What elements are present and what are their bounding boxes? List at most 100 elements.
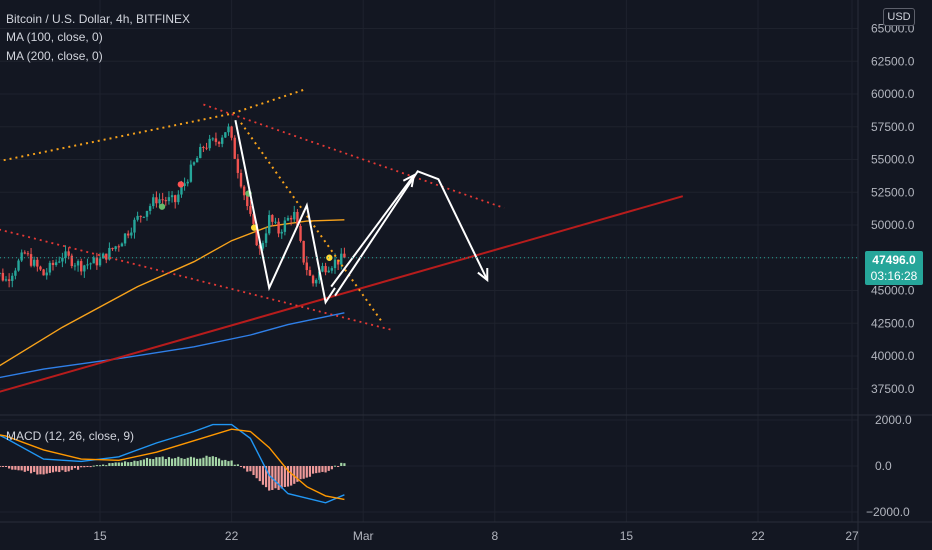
macd-axis-label: 2000.0	[875, 413, 912, 427]
candle	[343, 247, 346, 258]
time-axis-label: 8	[491, 529, 498, 543]
candle-body	[111, 247, 114, 250]
macd-histogram-bar	[36, 466, 39, 475]
candle-body	[142, 216, 146, 218]
macd-histogram-bar	[343, 463, 346, 466]
candle-body	[208, 138, 211, 149]
macd-histogram-bar	[321, 466, 324, 472]
candle	[277, 218, 280, 238]
candle	[324, 262, 327, 276]
macd-histogram-bar	[214, 457, 218, 466]
candle-body	[239, 172, 243, 187]
candle	[170, 191, 174, 203]
macd-histogram-bar	[98, 465, 102, 467]
candle-body	[174, 195, 177, 203]
macd-histogram-bar	[89, 466, 92, 468]
candle	[327, 266, 330, 273]
macd-histogram-bar	[337, 466, 340, 467]
macd-histogram-bar	[252, 466, 255, 476]
symbol-legend[interactable]: Bitcoin / U.S. Dollar, 4h, BITFINEX	[6, 12, 191, 26]
macd-histogram-bar	[111, 463, 114, 466]
candle	[202, 145, 205, 153]
candle	[214, 132, 218, 146]
price-axis-label: 62500.0	[871, 54, 915, 68]
macd-histogram-bar	[51, 466, 55, 473]
macd-histogram-bar	[277, 466, 280, 490]
macd-histogram-bar	[208, 456, 211, 466]
candle-body	[105, 253, 108, 260]
macd-histogram-bar	[127, 462, 130, 466]
macd-histogram-bar	[136, 461, 139, 466]
candle	[283, 217, 287, 236]
currency-button[interactable]: USD	[883, 8, 915, 26]
ma100-legend[interactable]: MA (100, close, 0)	[6, 30, 103, 44]
candle	[199, 143, 202, 159]
candle-body	[101, 253, 105, 259]
ma200-legend[interactable]: MA (200, close, 0)	[6, 49, 103, 63]
last-price-tag: 47496.0 03:16:28	[865, 251, 923, 285]
candle-body	[311, 275, 315, 284]
candle-body	[127, 233, 130, 236]
candle-body	[51, 262, 55, 266]
candle	[211, 137, 214, 142]
last-price-value: 47496.0	[872, 253, 916, 267]
macd-line	[0, 423, 345, 504]
macd-histogram-bar	[199, 458, 202, 466]
macd-histogram-bar	[205, 455, 208, 466]
candle-body	[73, 265, 77, 267]
macd-histogram-bar	[261, 466, 265, 485]
candle	[296, 209, 299, 227]
white-zigzag-path	[234, 120, 336, 305]
candle-body	[130, 232, 133, 236]
down-arrow-head	[477, 268, 489, 283]
candle	[205, 142, 208, 151]
macd-histogram-bar	[95, 465, 98, 467]
candle	[89, 262, 92, 270]
candle	[148, 203, 152, 215]
price-axis-label: 45000.0	[871, 284, 915, 298]
macd-histogram-bar	[161, 456, 164, 466]
macd-histogram-bar	[105, 465, 108, 467]
candle	[227, 123, 230, 136]
candle-body	[17, 260, 20, 271]
orange-dotted-resistance	[240, 122, 383, 323]
candle	[92, 255, 95, 264]
time-axis-label: 15	[620, 529, 634, 543]
candle-body	[333, 259, 337, 269]
macd-histogram-bar	[258, 466, 261, 482]
macd-histogram-bar	[48, 466, 51, 473]
candle-body	[14, 270, 17, 276]
candle-body	[67, 251, 70, 256]
candle-body	[318, 271, 321, 280]
candle	[164, 196, 167, 206]
candle	[152, 193, 155, 209]
candle-body	[80, 261, 83, 272]
macd-histogram-bar	[217, 458, 221, 466]
candle	[208, 134, 211, 151]
price-axis-label: 50000.0	[871, 218, 915, 232]
macd-histogram-bar	[202, 457, 205, 466]
candle-body	[186, 181, 189, 184]
candle-body	[324, 266, 327, 273]
candle	[189, 160, 193, 183]
candle-body	[246, 195, 249, 207]
macd-signal-line	[0, 428, 345, 501]
candle	[264, 227, 268, 247]
candle	[130, 227, 133, 239]
macd-histogram-bar	[224, 459, 227, 466]
macd-histogram-bar	[26, 466, 30, 471]
macd-histogram-bar	[152, 459, 155, 466]
candle-body	[108, 247, 111, 260]
macd-legend[interactable]: MACD (12, 26, close, 9)	[6, 429, 135, 443]
candle	[246, 193, 249, 211]
candle-body	[20, 252, 23, 261]
macd-histogram-bar	[73, 466, 77, 469]
macd-histogram-bar	[120, 462, 124, 466]
candle-body	[0, 272, 1, 274]
candle-body	[192, 162, 196, 165]
macd-histogram-bar	[1, 466, 4, 467]
price-axis-label: 40000.0	[871, 349, 915, 363]
